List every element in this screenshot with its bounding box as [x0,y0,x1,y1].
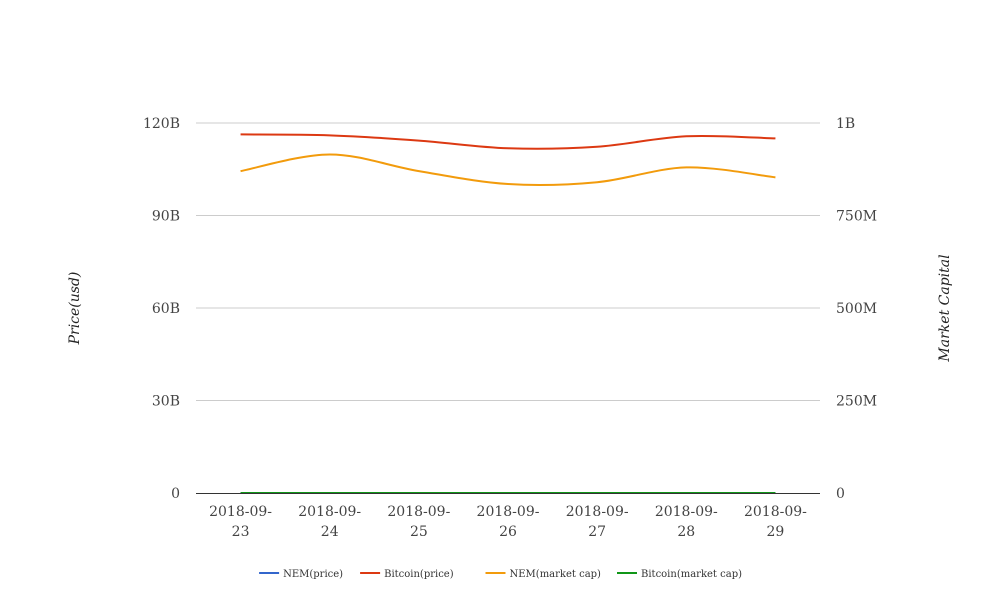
right-tick-label: 750M [836,209,877,225]
x-tick-label: 2018-09-28 [655,504,718,540]
right-tick-label: 250M [836,394,877,410]
x-tick-label: 2018-09-26 [477,504,540,540]
gridlines [196,122,820,401]
x-tick-label: 2018-09-29 [744,504,807,540]
left-tick-label: 60B [152,301,180,317]
legend-label: NEM(price) [283,569,343,580]
right-tick-label: 1B [836,116,855,132]
x-tick-label: 2018-09-24 [298,504,361,540]
x-axis-ticks: 2018-09-23 2018-09-24 2018-09-25 2018-09-26… [209,504,807,540]
series-lines [240,133,776,495]
right-axis-title: Market Capital [937,254,953,362]
legend-label: NEM(market cap) [510,569,602,580]
left-axis-title: Price(usd) [67,272,83,346]
legend: NEM(price) Bitcoin(price) NEM(market cap) B… [259,569,742,580]
right-tick-label: 0 [836,486,845,502]
left-tick-label: 0 [171,486,180,502]
right-axis-ticks: 0 250M 500M 750M 1B [836,116,877,502]
x-tick-label: 2018-09-27 [566,504,629,540]
left-tick-label: 30B [152,394,180,410]
x-tick-label: 2018-09-25 [387,504,450,540]
series-line-nem-market-cap [240,153,776,186]
right-tick-label: 500M [836,301,877,317]
left-axis-ticks: 0 30B 60B 90B 120B [143,116,180,502]
legend-label: Bitcoin(price) [384,569,454,580]
x-tick-label: 2018-09-23 [209,504,272,540]
series-line-bitcoin-price [240,133,776,150]
left-tick-label: 120B [143,116,180,132]
legend-label: Bitcoin(market cap) [641,569,742,580]
left-tick-label: 90B [152,209,180,225]
